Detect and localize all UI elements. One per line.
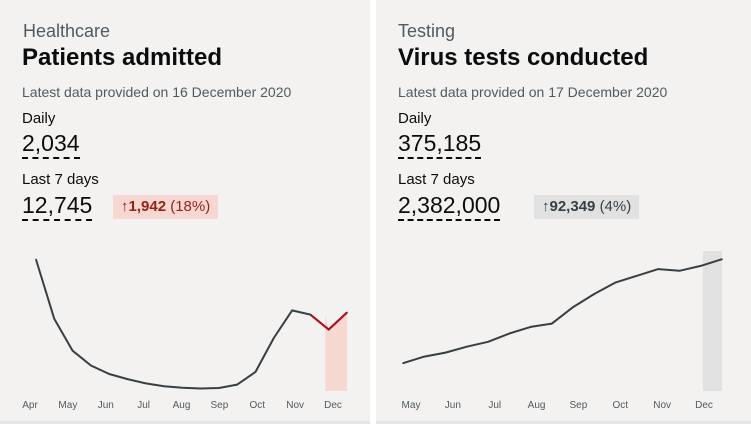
series-line [35,259,348,390]
daily-value[interactable]: 375,185 [398,130,482,159]
data-point [254,371,257,373]
change-percent: (4%) [599,198,632,215]
x-tick-label: Aug [173,400,191,411]
daily-label: Daily [22,110,56,127]
x-tick-label: Jul [488,400,501,411]
daily-value[interactable]: 2,034 [22,130,80,159]
x-tick-label: Oct [249,400,265,411]
data-point [721,258,723,260]
x-tick-label: May [58,400,77,411]
data-point [53,318,56,320]
data-point [327,328,330,331]
last-7-days-highlight [702,251,722,391]
change-percent: (18%) [170,198,211,215]
data-point [273,337,275,339]
data-point [71,349,74,352]
x-tick-label: May [402,400,421,411]
data-point [199,387,202,390]
data-point [593,293,596,295]
data-point [181,387,184,389]
arrow-up-icon: ↑ [542,198,550,215]
card-virus-tests[interactable]: Testing Virus tests conducted Latest dat… [376,0,751,424]
data-point [144,382,147,385]
x-tick-label: Aug [528,400,546,411]
data-point [529,326,532,328]
x-tick-label: Jun [445,400,461,411]
last-7-days-label: Last 7 days [398,171,475,188]
card-category: Healthcare [23,21,111,41]
last-7-days-highlight [325,312,347,391]
data-point [35,258,37,261]
change-badge: ↑92,349 (4%) [534,195,640,219]
admissions-sparkline: Apr May Jun Jul Aug Sep Oct Nov Dec [22,258,348,411]
x-tick-label: Sep [210,400,228,411]
series-line [402,258,723,365]
data-point [346,311,348,314]
data-point [163,385,165,388]
data-point [402,362,404,364]
latest-data-date: Latest data provided on 17 December 2020 [398,84,668,100]
card-patients-admitted[interactable]: Healthcare Patients admitted Latest data… [0,0,370,424]
data-point [487,340,489,343]
x-tick-label: Apr [22,400,38,411]
card-title[interactable]: Patients admitted [22,44,223,71]
data-point [699,265,702,267]
x-tick-label: Jun [98,400,114,411]
data-point [236,383,239,386]
last-7-days-value[interactable]: 12,745 [22,192,93,221]
data-point [444,351,447,354]
change-badge: ↑1,942 (18%) [113,195,219,219]
change-value: 1,942 [128,198,167,215]
data-point [678,270,681,272]
data-point [423,355,426,358]
x-tick-label: Jul [137,400,150,411]
x-tick-label: Dec [324,400,342,411]
x-tick-label: Nov [653,400,671,411]
change-value: 92,349 [549,198,596,215]
last-7-days-value[interactable]: 2,382,000 [398,192,501,221]
data-point [466,345,468,348]
data-point [108,373,110,375]
card-category: Testing [398,21,456,41]
last-7-days-label: Last 7 days [22,171,99,188]
x-tick-label: Dec [695,400,713,411]
latest-data-date: Latest data provided on 16 December 2020 [22,84,292,100]
data-point [291,309,293,312]
x-tick-label: Sep [570,400,588,411]
data-point [614,281,617,284]
daily-label: Daily [398,110,432,127]
x-tick-label: Nov [286,400,304,411]
data-point [309,313,312,316]
data-point [657,268,659,270]
data-point [126,378,129,380]
data-point [551,322,553,325]
card-title[interactable]: Virus tests conducted [398,44,649,71]
arrow-up-icon: ↑ [121,198,129,215]
tests-sparkline: May Jun Jul Aug Sep Oct Nov Dec [402,251,723,411]
data-point [636,274,638,277]
x-tick-label: Oct [613,400,629,411]
data-point [90,364,92,367]
data-point [572,306,574,308]
data-point [508,332,511,335]
data-point [218,387,220,389]
